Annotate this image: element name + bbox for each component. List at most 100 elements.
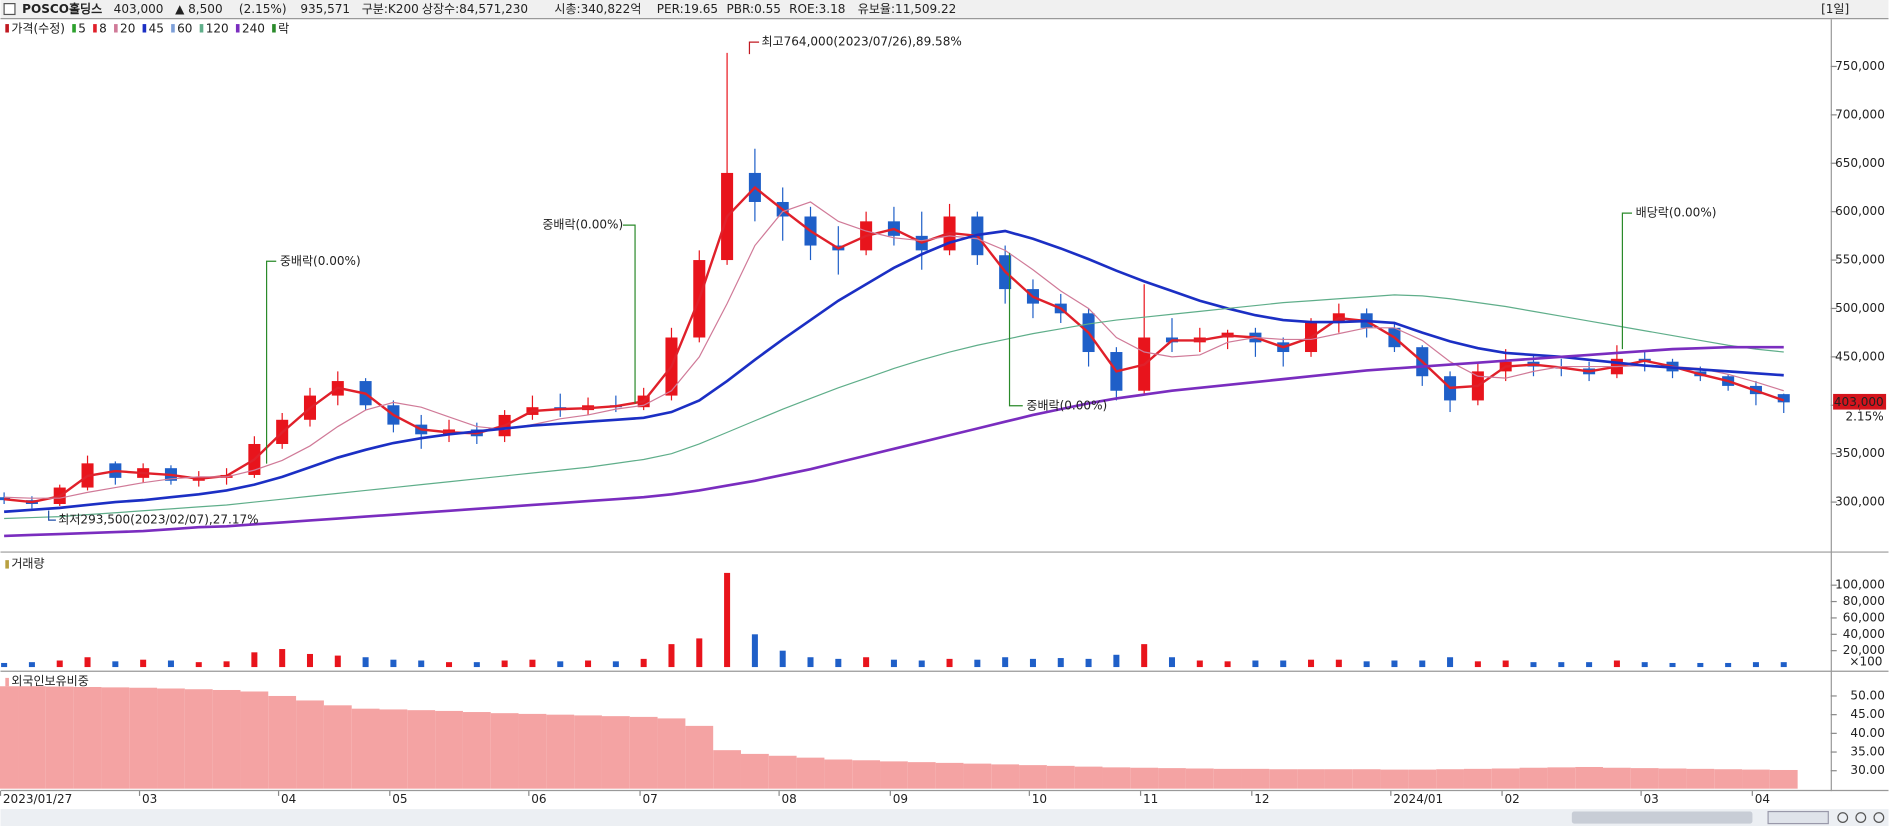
legend-swatch — [171, 24, 175, 33]
ownership-bar — [796, 757, 825, 789]
volume-bar — [918, 660, 925, 668]
volume-bar — [1502, 660, 1509, 668]
legend-item: 45 — [149, 21, 164, 35]
moving-average-line — [4, 294, 1784, 520]
annotation: 배당락(0.00%) — [1636, 206, 1717, 220]
zoom-out[interactable] — [1855, 812, 1867, 823]
ownership-bar — [935, 762, 964, 789]
ownership-bar — [18, 686, 46, 789]
ownership-bar — [1380, 769, 1409, 789]
ownership-bar — [1046, 765, 1075, 789]
ownership-bar — [880, 761, 908, 789]
volume-bar — [585, 660, 592, 668]
volume-bar — [251, 652, 258, 668]
y-tick-label: 40.00 — [1850, 726, 1884, 740]
legend-item: 20 — [120, 21, 135, 35]
volume-bar — [668, 644, 675, 668]
ownership-bar — [435, 710, 463, 789]
y-tick-label: 500,000 — [1835, 301, 1885, 315]
volume-bar — [140, 659, 147, 668]
scrollbar[interactable] — [0, 809, 1889, 826]
volume-bar — [501, 660, 508, 668]
ownership-bar — [740, 753, 769, 789]
ownership-bar — [1158, 768, 1186, 789]
current-change-label: 2.15% — [1845, 409, 1883, 423]
panel-title: 거래량 — [11, 556, 44, 570]
volume-bar — [1530, 662, 1537, 668]
volume-bar — [1168, 657, 1176, 668]
panel-title-swatch — [5, 560, 9, 569]
volume-bar — [612, 661, 619, 668]
moving-average-line — [4, 229, 1784, 514]
panel-title: 외국인보유비중 — [11, 674, 88, 688]
ownership-bar — [1547, 767, 1576, 789]
ownership-bar — [157, 688, 185, 789]
legend-swatch — [5, 24, 9, 33]
x-tick-label: 12 — [1254, 792, 1269, 806]
x-tick-label: 05 — [392, 792, 407, 806]
y-tick-label: 30.00 — [1850, 763, 1884, 777]
annotation: 중배락(0.00%) — [1026, 398, 1107, 412]
legend-swatch — [235, 24, 240, 33]
y-tick-label: 550,000 — [1835, 253, 1885, 267]
header-price: 403,000 — [114, 2, 164, 16]
ownership-bar — [1102, 767, 1131, 789]
y-tick-label: 35.00 — [1850, 745, 1884, 759]
annotation-leader — [748, 41, 760, 55]
volume-bar — [1752, 662, 1759, 668]
zoom-slider[interactable] — [1767, 810, 1829, 825]
volume-bar — [446, 662, 453, 668]
y-tick-label: 80,000 — [1843, 594, 1885, 608]
volume-bar — [1113, 654, 1120, 668]
volume-bar — [863, 657, 870, 668]
zoom-reset[interactable] — [1873, 812, 1885, 823]
ownership-bar — [1130, 767, 1159, 789]
x-tick-label: 03 — [142, 792, 157, 806]
x-tick-label: 2023/01/27 — [3, 792, 72, 806]
y-tick-label: 600,000 — [1835, 204, 1885, 218]
volume-bar — [1669, 662, 1676, 668]
legend-swatch — [142, 24, 147, 33]
ownership-bar — [852, 760, 881, 789]
volume-bar — [1780, 662, 1787, 668]
ownership-bar — [212, 689, 241, 789]
ownership-bar — [73, 686, 102, 789]
legend-title: 가격(수정) — [11, 21, 65, 35]
unit-label: ×100 — [1849, 655, 1882, 669]
volume-bar — [890, 659, 897, 668]
ownership-bar — [629, 716, 658, 789]
legend-swatch — [272, 24, 276, 33]
y-tick-label: 650,000 — [1835, 156, 1885, 170]
x-tick-label: 2024/01 — [1393, 792, 1443, 806]
annotation: 최저293,500(2023/02/07),27.17% — [58, 513, 258, 527]
ownership-bar — [546, 714, 575, 789]
volume-bar — [1280, 660, 1287, 668]
ownership-bar — [1074, 766, 1103, 789]
volume-bar — [1224, 661, 1231, 668]
legend-item: 락 — [278, 21, 289, 35]
volume-bar — [1474, 661, 1481, 668]
legend-swatch — [93, 24, 97, 33]
annotation-leader — [48, 510, 56, 521]
x-tick-label: 10 — [1032, 792, 1047, 806]
volume-bar — [557, 661, 564, 668]
ownership-bar — [129, 687, 158, 789]
volume-bar — [1, 662, 8, 668]
volume-bar — [529, 659, 536, 668]
ownership-bar — [1213, 768, 1242, 789]
header-field: 유보율:11,509.22 — [858, 2, 956, 16]
checkbox[interactable] — [3, 3, 16, 16]
header-field: 시총:340,822억 — [554, 2, 641, 16]
ownership-bar — [1714, 769, 1743, 789]
ownership-bar — [351, 708, 380, 789]
annotation-leader — [623, 224, 636, 404]
legend-swatch — [72, 24, 76, 33]
header-field: 구분:K200 — [362, 2, 419, 16]
ownership-bar — [601, 716, 630, 789]
volume-bar — [167, 660, 174, 668]
zoom-in[interactable] — [1837, 812, 1849, 823]
scroll-thumb[interactable] — [1571, 811, 1753, 824]
header-field: PER:19.65 — [657, 2, 718, 16]
ownership-bar — [1686, 768, 1715, 789]
y-tick-label: 20,000 — [1843, 643, 1885, 657]
